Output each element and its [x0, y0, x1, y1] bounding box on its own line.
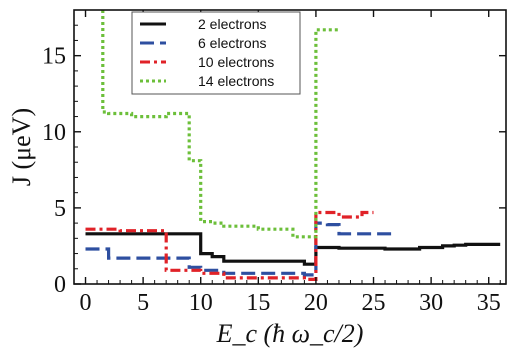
legend-label: 6 electrons: [198, 35, 266, 51]
x-tick-label: 30: [419, 290, 443, 316]
legend-label: 14 electrons: [198, 73, 274, 89]
x-tick-label: 35: [477, 290, 501, 316]
x-tick-label: 20: [304, 290, 328, 316]
series-line-1: [85, 232, 501, 266]
legend: 2 electrons 6 electrons 10 electrons 14 ele…: [131, 11, 301, 95]
series-line-2: [85, 221, 397, 277]
legend-label: 10 electrons: [198, 54, 274, 70]
x-tick-label: 5: [137, 290, 149, 316]
x-tick-label: 10: [189, 290, 213, 316]
x-tick-label: 25: [362, 290, 386, 316]
x-axis-label: E_c (ħ ω_c/2): [216, 319, 364, 348]
x-tick-label: 15: [246, 290, 270, 316]
y-axis-label: J (μeV): [7, 108, 36, 186]
y-tick-label: 10: [42, 120, 66, 146]
series-layer: [85, 10, 501, 281]
y-tick-label: 5: [54, 196, 66, 222]
y-tick-label: 15: [42, 44, 66, 70]
y-tick-label: 0: [54, 272, 66, 298]
tick-layer: 0 5 10 15 20 25 30 35 0 5 10 15: [42, 10, 506, 316]
x-tick-label: 0: [80, 290, 92, 316]
series-line-3: [85, 210, 374, 281]
legend-label: 2 electrons: [198, 16, 266, 32]
